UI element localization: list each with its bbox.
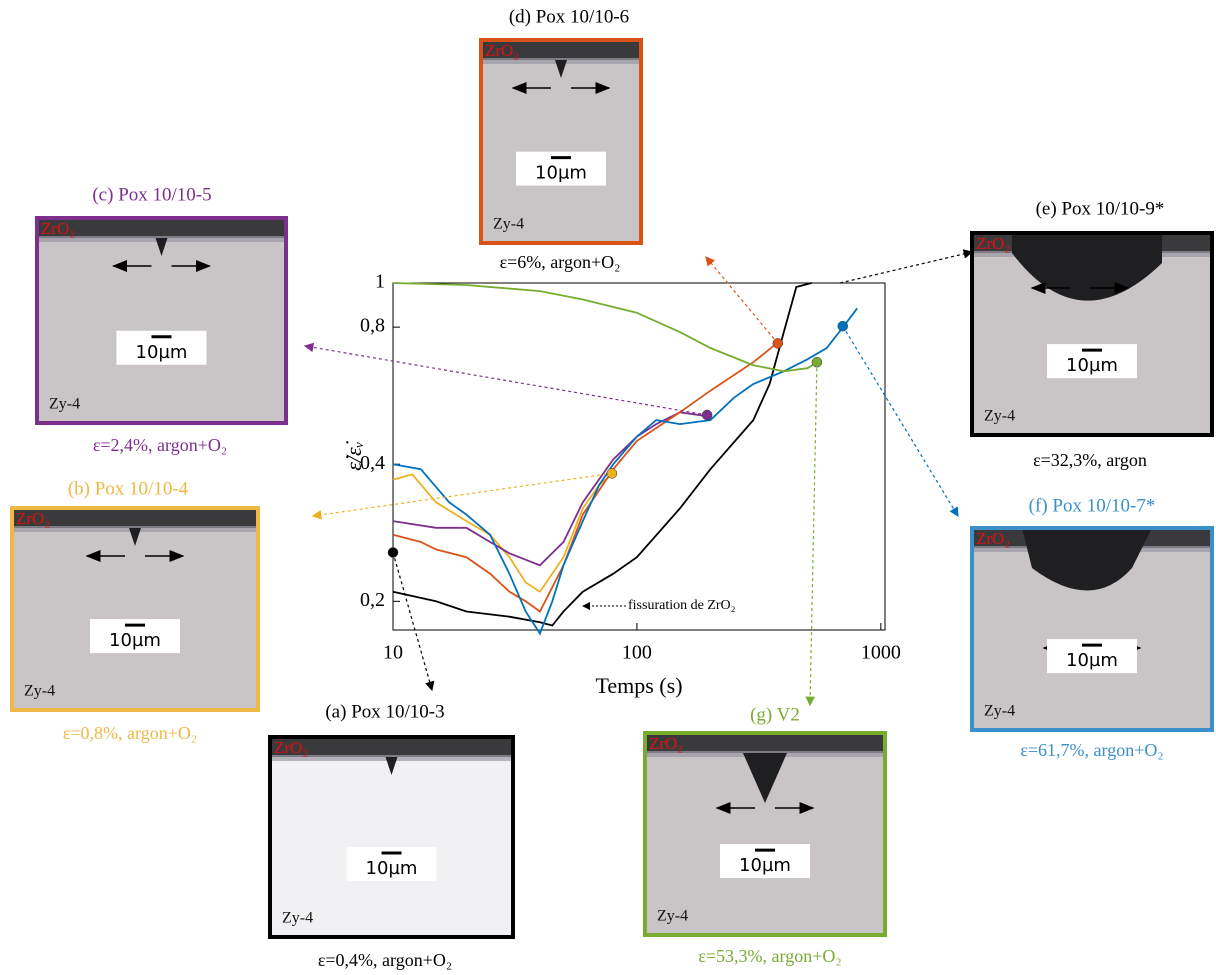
micrograph-panel: 10µm ZrO₂ Zy-4 — [268, 735, 515, 939]
panel-caption: ε=53,3%, argon+O₂ — [698, 946, 841, 966]
metal-label: Zy-4 — [49, 396, 80, 413]
pointer-arrow — [839, 249, 974, 284]
panel-border — [10, 506, 260, 712]
series-line — [392, 282, 812, 627]
micrograph-panel: 10µm ZrO₂ Zy-4 — [10, 506, 260, 712]
oxide-label: ZrO₂ — [274, 738, 308, 757]
oxide-label: ZrO₂ — [649, 734, 683, 753]
micrograph-panel: 10µm ZrO₂ Zy-4 — [970, 231, 1214, 437]
oxide-layer — [645, 733, 885, 753]
metal-label: Zy-4 — [493, 216, 524, 233]
panel-border — [479, 38, 643, 245]
oxide-layer — [37, 218, 286, 238]
panel-title: (d) Pox 10/10-6 — [509, 6, 629, 27]
event-marker — [837, 320, 849, 332]
panel-border — [970, 231, 1214, 437]
panel-caption: ε=0,4%, argon+O₂ — [318, 950, 452, 970]
panel-title: (e) Pox 10/10-9* — [1036, 198, 1165, 219]
metal-label: Zy-4 — [984, 408, 1015, 425]
annotation: fissuration de ZrO₂ — [628, 598, 736, 613]
panel-border — [268, 735, 515, 939]
metal-label: Zy-4 — [984, 703, 1015, 720]
crack — [555, 60, 567, 78]
oxide-label: ZrO₂ — [41, 219, 75, 238]
metal-label: Zy-4 — [282, 910, 313, 927]
series-line — [392, 341, 779, 613]
event-marker — [606, 468, 618, 479]
series-line — [392, 411, 708, 567]
panel-caption: ε=0,8%, argon+O₂ — [63, 723, 197, 743]
oxide-label: ZrO₂ — [16, 509, 50, 528]
scale-label: 10µm — [366, 858, 418, 879]
panel-title: (b) Pox 10/10-4 — [68, 478, 189, 499]
pointer-arrow — [805, 362, 818, 707]
panel-border — [643, 731, 887, 937]
panel-title: (a) Pox 10/10-3 — [325, 701, 444, 722]
pointer-arrow — [842, 325, 959, 518]
panel-border — [35, 216, 288, 425]
scale-label: 10µm — [535, 163, 587, 184]
scale-label: 10µm — [109, 630, 161, 651]
panel-caption: ε=2,4%, argon+O₂ — [93, 435, 227, 455]
event-marker — [772, 338, 784, 349]
oxide-label: ZrO₂ — [485, 41, 519, 60]
scale-label: 10µm — [1066, 355, 1118, 376]
oxide-layer — [270, 737, 513, 757]
x-axis-label: Temps (s) — [595, 673, 682, 698]
y-axis-label: ε̇/ε̇ᵥ — [341, 440, 366, 470]
pointer-arrow — [303, 342, 708, 416]
panel-caption: ε=32,3%, argon — [1033, 450, 1147, 470]
pointer-arrow — [311, 472, 613, 520]
series-line — [392, 473, 613, 593]
micrograph-panel: 10µm ZrO₂ Zy-4 — [970, 526, 1214, 732]
pointer-arrow — [392, 552, 435, 692]
event-marker — [811, 356, 823, 368]
panel-title: (f) Pox 10/10-7* — [1029, 495, 1156, 516]
x-tick-label: 1000 — [861, 642, 901, 664]
panel-caption: ε=61,7%, argon+O₂ — [1020, 740, 1163, 760]
series-line — [392, 282, 818, 373]
y-tick-label: 0,8 — [360, 315, 385, 337]
crack — [129, 528, 141, 546]
event-marker — [701, 409, 713, 421]
crack — [155, 238, 168, 256]
micrograph-panel: 10µm ZrO₂ Zy-4 — [35, 216, 288, 425]
scale-label: 10µm — [739, 855, 791, 876]
oxide-layer — [481, 40, 641, 60]
oxide-layer — [12, 508, 258, 528]
scale-label: 10µm — [1066, 650, 1118, 671]
crack — [1022, 528, 1152, 591]
oxide-label: ZrO₂ — [976, 234, 1010, 253]
micrograph-panel: 10µm ZrO₂ Zy-4 — [643, 731, 887, 937]
y-tick-label: 1 — [375, 271, 385, 293]
metal-label: Zy-4 — [657, 908, 688, 925]
panel-caption: ε=6%, argon+O₂ — [500, 252, 621, 272]
oxide-label: ZrO₂ — [976, 529, 1010, 548]
micrograph-panel: 10µm ZrO₂ Zy-4 — [479, 38, 643, 245]
panel-title: (g) V2 — [750, 704, 800, 725]
panel-title: (c) Pox 10/10-5 — [92, 184, 211, 205]
pointer-arrow — [705, 256, 779, 344]
y-tick-label: 0,2 — [360, 589, 385, 611]
x-tick-label: 10 — [383, 642, 403, 664]
x-tick-label: 100 — [622, 642, 652, 664]
event-marker — [387, 547, 399, 558]
series-line — [392, 307, 858, 636]
metal-label: Zy-4 — [24, 683, 55, 700]
crack — [385, 757, 398, 775]
plot-frame — [392, 282, 886, 631]
scale-label: 10µm — [136, 342, 188, 363]
panel-border — [970, 526, 1214, 732]
y-tick-label: 0,4 — [360, 452, 385, 474]
crack — [743, 753, 787, 803]
